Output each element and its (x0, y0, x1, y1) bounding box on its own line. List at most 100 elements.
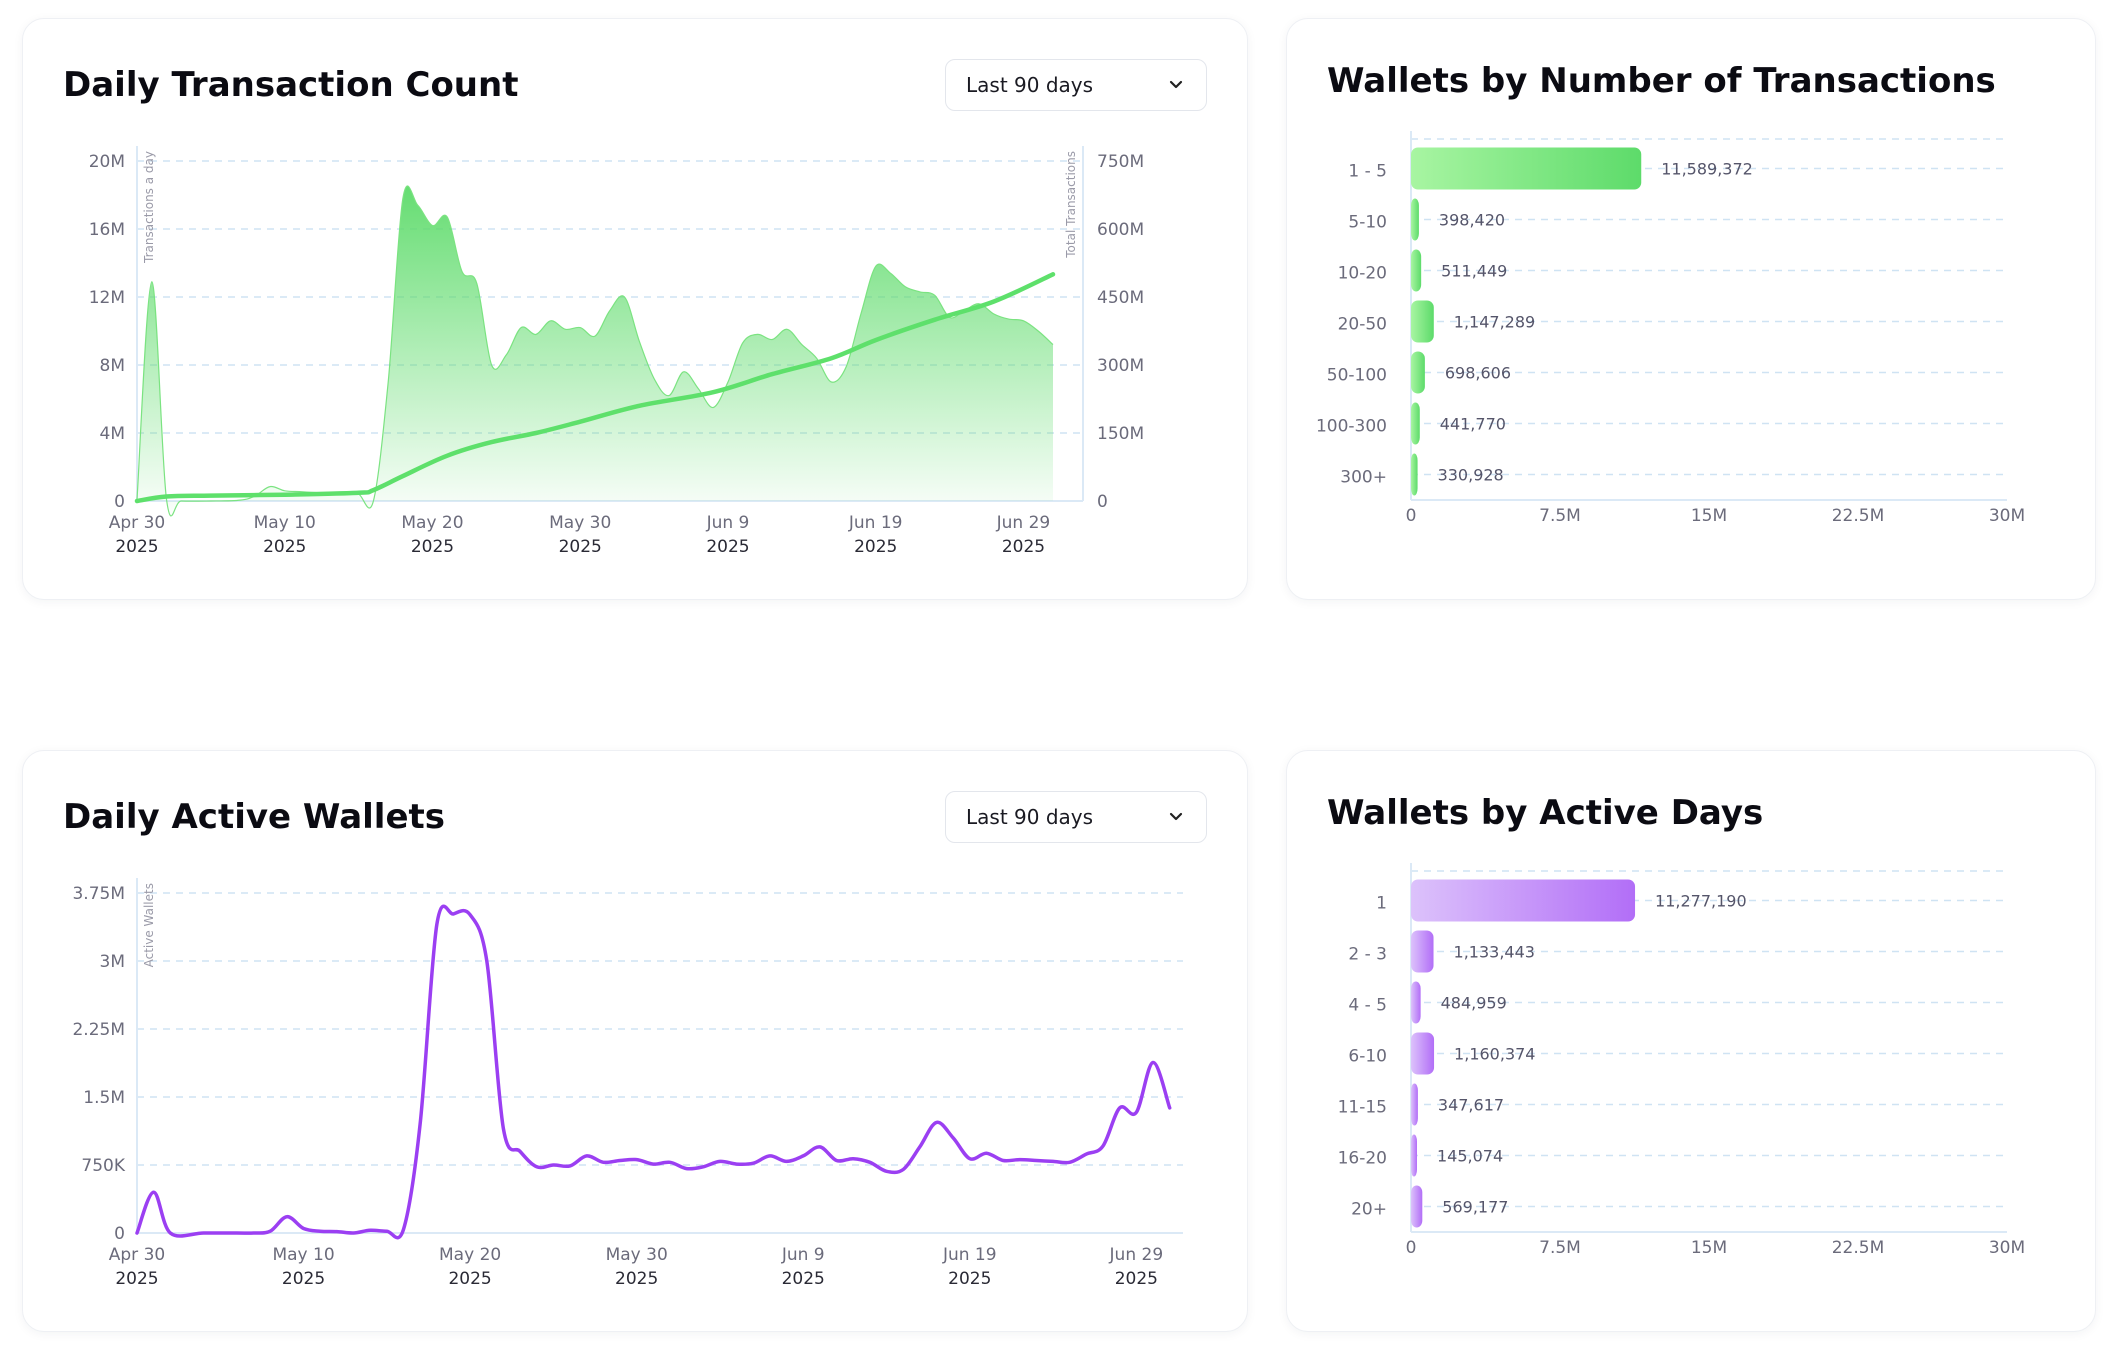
x-tick-label: 22.5M (1832, 506, 1885, 526)
x-tick-year: 2025 (448, 1269, 491, 1289)
x-tick-year: 2025 (559, 537, 602, 557)
period-dropdown-value: Last 90 days (966, 73, 1094, 97)
bar (1411, 1185, 1423, 1228)
daily-active-wallets-card: Daily Active Wallets Last 90 days 0 750K 1… (22, 750, 1248, 1332)
bar-value-label: 145,074 (1437, 1147, 1503, 1166)
x-tick-year: 2025 (1115, 1269, 1158, 1289)
category-label: 1 (1376, 894, 1387, 914)
bar (1411, 198, 1419, 241)
bar-value-label: 698,606 (1445, 364, 1511, 383)
bar-value-label: 11,277,190 (1655, 892, 1747, 911)
x-tick-label: 15M (1691, 1238, 1727, 1258)
x-tick-label: 30M (1989, 506, 2025, 526)
y-tick-label: 8M (100, 356, 125, 376)
series-line (134, 272, 1056, 504)
x-tick-label: Jun 19 (848, 513, 903, 533)
period-dropdown[interactable]: Last 90 days (945, 791, 1207, 843)
bar-value-label: 11,589,372 (1661, 160, 1753, 179)
category-label: 2 - 3 (1348, 945, 1387, 965)
x-tick-year: 2025 (948, 1269, 991, 1289)
period-dropdown-value: Last 90 days (966, 805, 1094, 829)
bar-value-label: 441,770 (1440, 415, 1506, 434)
x-tick-label: 7.5M (1539, 1238, 1581, 1258)
chevron-down-icon (1169, 812, 1183, 821)
y-tick-label: 750K (81, 1156, 125, 1176)
series-area (137, 185, 1053, 516)
x-tick-label: May 10 (254, 513, 316, 533)
x-tick-label: May 30 (549, 513, 611, 533)
bar-value-label: 569,177 (1442, 1198, 1508, 1217)
x-tick-label: May 20 (439, 1245, 501, 1265)
series-line (135, 904, 1172, 1240)
card-title: Daily Active Wallets (63, 797, 446, 837)
category-label: 11-15 (1338, 1098, 1387, 1118)
bar (1411, 1083, 1418, 1126)
category-label: 100-300 (1316, 417, 1387, 437)
card-title: Daily Transaction Count (63, 65, 519, 105)
series-area-edge (136, 185, 1054, 517)
card-title: Wallets by Active Days (1327, 793, 1764, 833)
card-title: Wallets by Number of Transactions (1327, 61, 1996, 101)
category-label: 16-20 (1338, 1149, 1387, 1169)
y-axis-label: Transactions a day (142, 151, 156, 264)
x-tick-year: 2025 (411, 537, 454, 557)
bar-value-label: 484,959 (1441, 994, 1507, 1013)
x-tick-year: 2025 (1002, 537, 1045, 557)
x-tick-label: 7.5M (1539, 506, 1581, 526)
x-tick-label: May 20 (401, 513, 463, 533)
bar (1411, 300, 1434, 343)
x-tick-label: Jun 29 (1109, 1245, 1164, 1265)
wallets-by-transactions-card: Wallets by Number of Transactions 0 7.5M 1… (1286, 18, 2096, 600)
x-tick-year: 2025 (282, 1269, 325, 1289)
bar-value-label: 330,928 (1438, 466, 1504, 485)
y2-tick-label: 0 (1097, 492, 1108, 512)
x-tick-year: 2025 (706, 537, 749, 557)
y-tick-label: 3.75M (72, 884, 125, 904)
x-tick-label: May 30 (606, 1245, 668, 1265)
y2-tick-label: 450M (1097, 288, 1144, 308)
bar-value-label: 511,449 (1441, 262, 1507, 281)
chevron-down-icon (1169, 80, 1183, 89)
wallets-by-active-days-chart: 0 7.5M 15M 22.5M 30M 1 11,277,190 2 - 3 1,133,44… (1338, 863, 2025, 1258)
x-tick-label: Apr 30 (109, 513, 165, 533)
x-tick-year: 2025 (115, 1269, 158, 1289)
bar (1411, 402, 1420, 445)
period-dropdown[interactable]: Last 90 days (945, 59, 1207, 111)
x-tick-year: 2025 (115, 537, 158, 557)
wallets-by-active-days-card: Wallets by Active Days 0 7.5M 15M 22.5M 30M 1… (1286, 750, 2096, 1332)
bar-value-label: 347,617 (1438, 1096, 1504, 1115)
x-tick-label: Apr 30 (109, 1245, 165, 1265)
bar (1411, 981, 1421, 1024)
bar-value-label: 398,420 (1439, 211, 1505, 230)
category-label: 1 - 5 (1348, 162, 1387, 182)
x-tick-year: 2025 (615, 1269, 658, 1289)
x-tick-label: 0 (1406, 506, 1417, 526)
category-label: 300+ (1340, 468, 1387, 488)
y-tick-label: 2.25M (72, 1020, 125, 1040)
x-tick-label: Jun 29 (996, 513, 1051, 533)
bar (1411, 147, 1642, 190)
bar-value-label: 1,160,374 (1454, 1045, 1535, 1064)
y-tick-label: 0 (114, 1224, 125, 1244)
bar (1411, 930, 1434, 973)
category-label: 20-50 (1338, 315, 1387, 335)
bar (1411, 249, 1422, 292)
x-tick-label: 15M (1691, 506, 1727, 526)
y2-axis-label: Total Transactions (1064, 151, 1078, 259)
x-tick-label: 30M (1989, 1238, 2025, 1258)
y-tick-label: 0 (114, 492, 125, 512)
bar (1411, 453, 1418, 496)
y-tick-label: 1.5M (83, 1088, 125, 1108)
y2-tick-label: 750M (1097, 152, 1144, 172)
x-tick-year: 2025 (854, 537, 897, 557)
bar (1411, 1134, 1417, 1177)
y-tick-label: 3M (100, 952, 125, 972)
category-label: 5-10 (1348, 213, 1387, 233)
x-tick-label: Jun 9 (706, 513, 750, 533)
category-label: 6-10 (1348, 1047, 1387, 1067)
y2-tick-label: 300M (1097, 356, 1144, 376)
wallets-by-transactions-chart: 0 7.5M 15M 22.5M 30M 1 - 5 11,589,372 5-10 398,4… (1316, 131, 2025, 526)
bar-value-label: 1,133,443 (1454, 943, 1535, 962)
x-tick-year: 2025 (263, 537, 306, 557)
category-label: 4 - 5 (1348, 996, 1387, 1016)
